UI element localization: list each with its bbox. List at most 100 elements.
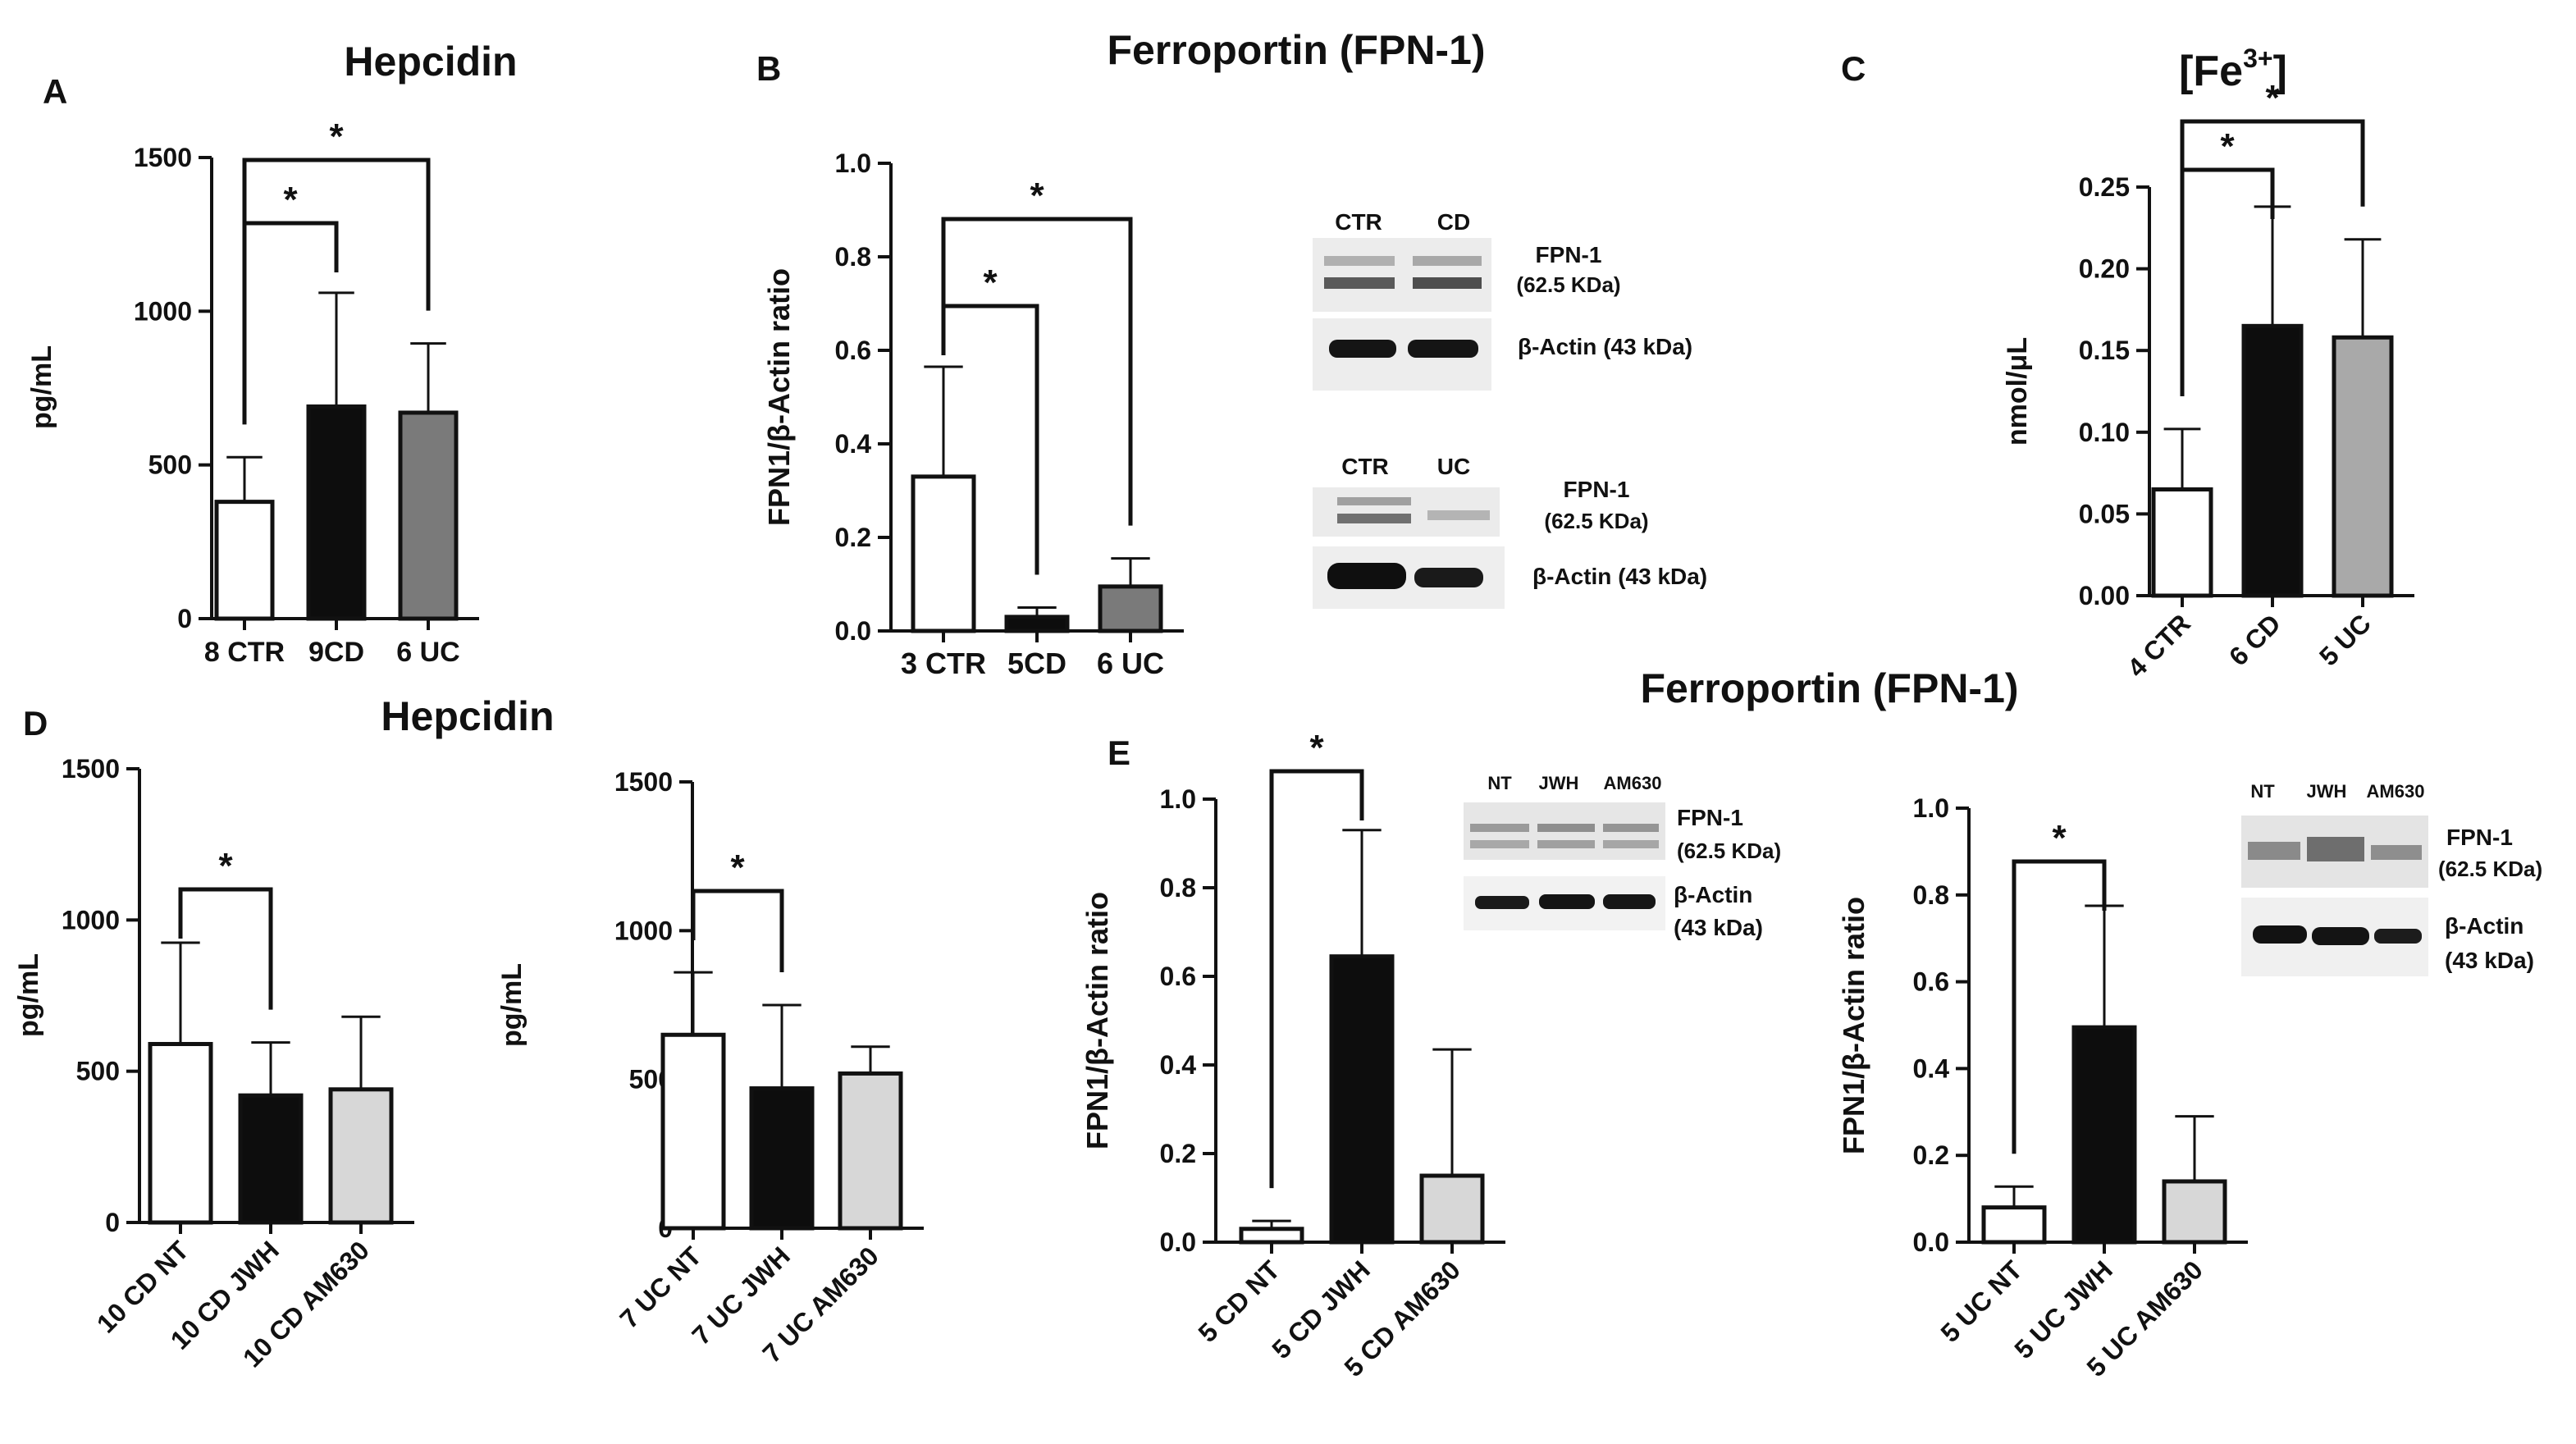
y-tick-label: 0.00 [2079,581,2130,610]
chart-a: 0 500 1000 1500 pg/mL 8 CTR 9CD 6 UC * * [26,117,479,668]
y-tick-label: 0.10 [2079,418,2130,447]
x-tick-label: 9CD [308,637,364,668]
chart-e-cd: 0.0 0.2 0.4 0.6 0.8 1.0 FPN1/β-Actin ratio 5 CD… [1080,728,1505,1382]
blot-label-fpn1: FPN-1 [1536,242,1602,267]
y-tick-label: 0.4 [1160,1050,1197,1080]
blot-lane-label: JWH [1539,773,1579,793]
y-tick-label: 0.8 [1913,880,1949,910]
bar [306,404,367,621]
blot-membrane-fpn1 [1313,238,1491,312]
blot-label-actin-kda: (43 kDa) [2445,948,2534,973]
y-tick-label: 0.4 [1913,1053,1950,1083]
chart-e-uc: 0.0 0.2 0.4 0.6 0.8 1.0 FPN1/β-Actin ratio 5 UC… [1837,793,2248,1382]
y-tick-label: 0.15 [2079,336,2130,365]
y-tick-label: 1.0 [1913,793,1949,823]
significance-bracket [178,887,273,1010]
bar [2241,323,2304,598]
blot-label-fpn1-kda: (62.5 KDa) [1677,839,1781,863]
y-tick-label: 0.4 [835,429,872,459]
significance-star: * [283,180,298,220]
significance-star: * [2265,78,2280,118]
panel-letter-e: E [1108,733,1130,772]
blot-band-actin [2253,925,2307,944]
blot-band-fpn1 [1603,824,1659,832]
x-tick-label: 6 CD [2223,608,2286,671]
y-tick-label: 0 [177,604,192,633]
chart-b: 0.0 0.2 0.4 0.6 0.8 1.0 FPN1/β-Actin ratio 3 CT… [762,149,1184,680]
significance-bracket [1269,769,1364,1189]
y-tick-label: 0.6 [1160,962,1196,991]
y-tick-label: 0 [105,1208,120,1237]
blot-label-fpn1-kda: (62.5 KDa) [1544,509,1648,533]
blot-band-actin [1414,568,1483,587]
blot-band-fpn1 [1537,824,1595,832]
x-tick-label: 5 UC NT [1934,1254,2028,1348]
bar [398,410,459,621]
y-axis-label: pg/mL [26,345,57,429]
blot-band-fpn1 [1413,277,1482,289]
blot-label-actin: β-Actin (43 kDa) [1532,564,1707,589]
significance-bracket [242,158,431,425]
blot-label-fpn1-kda: (62.5 KDa) [2438,857,2542,881]
y-tick-label: 0.0 [1160,1227,1196,1257]
y-axis-label: FPN1/β-Actin ratio [762,268,796,526]
blot-label-actin: β-Actin (43 kDa) [1518,334,1692,359]
significance-star: * [983,263,998,303]
y-tick-label: 0.6 [1913,967,1949,997]
bar [1239,1227,1304,1245]
blot-lane-label: CD [1437,209,1470,235]
blot-band-fpn1 [1470,824,1529,832]
blot-label-fpn1: FPN-1 [2446,825,2513,850]
y-axis-label: FPN1/β-Actin ratio [1080,892,1114,1149]
panel-letter-b: B [756,49,781,88]
y-tick-label: 0.2 [1913,1140,1949,1170]
blot-band-actin [1539,894,1595,909]
blot-band-fpn1 [1413,256,1482,266]
y-axis-label: pg/mL [13,953,44,1037]
blot-band-fpn1 [1427,510,1490,520]
y-tick-label: 1500 [614,767,673,797]
blot-band-actin [2374,929,2422,944]
significance-bracket [242,221,339,425]
bar [1098,584,1163,633]
chart-c: 0.00 0.05 0.10 0.15 0.20 0.25 nmol/μL 4 CTR 6 CD… [2002,78,2414,683]
blot-band-actin [1603,894,1656,909]
y-tick-label: 0.25 [2079,172,2130,202]
significance-bracket [2180,119,2365,396]
blot-lane-label: UC [1437,454,1470,479]
y-tick-label: 1500 [134,143,192,172]
y-tick-label: 0.2 [835,523,871,552]
bar [1329,954,1395,1245]
blot-band-fpn1 [1324,256,1395,266]
x-tick-label: 4 CTR [2122,608,2196,683]
x-tick-label: 6 UC [396,637,459,668]
significance-bracket [691,889,784,972]
title-hepcidin-d: Hepcidin [381,693,554,739]
y-tick-label: 1500 [62,754,120,784]
x-tick-label: 8 CTR [204,637,285,668]
bar [838,1071,903,1231]
bar [2151,487,2213,598]
significance-star: * [1030,176,1044,216]
y-tick-label: 0.2 [1160,1139,1196,1168]
x-tick-label: 5CD [1007,647,1066,680]
title-ferroportin-b: Ferroportin (FPN-1) [1107,27,1485,73]
western-blot-e-uc: NT JWH AM630 FPN-1 (62.5 KDa) β-Actin (4… [2241,781,2542,976]
bar [749,1086,815,1231]
y-tick-label: 1.0 [835,149,871,178]
blot-band-actin [1408,340,1478,358]
blot-band-fpn1 [1337,514,1411,523]
blot-lane-label: JWH [2307,781,2347,802]
blot-band-actin [1475,896,1529,909]
bar [2071,1025,2137,1245]
blot-band-fpn1 [1470,840,1529,848]
blot-lane-label: AM630 [1604,773,1662,793]
title-ferroportin-e: Ferroportin (FPN-1) [1640,665,2018,711]
bar [1419,1173,1485,1245]
title-fe3-c: [Fe3+] [2179,43,2287,95]
blot-band-fpn1 [2371,845,2422,860]
blot-lane-label: NT [2250,781,2275,802]
